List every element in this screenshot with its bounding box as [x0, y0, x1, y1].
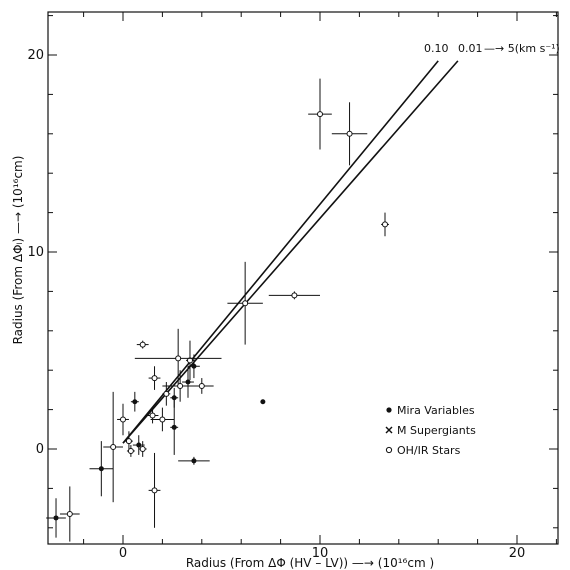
data-point-24 [103, 391, 123, 503]
y-tick-label-10: 10 [27, 245, 44, 260]
data-point-19 [170, 399, 179, 455]
x-tick-label-20: 20 [509, 546, 526, 561]
x-tick-label-10: 10 [312, 546, 329, 561]
point-marker-2 [382, 221, 389, 228]
point-marker-0 [317, 111, 323, 118]
data-point-1 [331, 102, 368, 166]
data-point-13 [162, 382, 171, 406]
point-marker-1 [346, 130, 353, 137]
legend-label-supergiant: M Supergiants [397, 424, 476, 437]
x-axis-label: Radius (From ΔΦ (HV – LV)) —→ (10¹⁶cm ) [186, 556, 434, 570]
data-points [46, 78, 389, 542]
point-marker-8 [191, 363, 197, 369]
line-label-0-10: 0.10 [424, 42, 449, 55]
data-point-23 [126, 445, 135, 457]
point-marker-9 [151, 375, 158, 382]
data-point-17 [117, 403, 129, 436]
point-marker-18 [159, 416, 166, 423]
point-marker-24 [110, 444, 117, 451]
data-point-7 [134, 328, 222, 388]
data-point-6 [186, 340, 194, 381]
point-marker-20 [125, 438, 132, 445]
data-point-18 [150, 407, 175, 432]
data-point-29 [46, 498, 66, 538]
y-tick-label-20: 20 [27, 48, 44, 63]
point-marker-23 [127, 447, 134, 454]
point-marker-22 [139, 446, 146, 452]
data-point-20 [124, 431, 133, 451]
data-point-26 [178, 456, 210, 465]
point-marker-11 [198, 382, 205, 389]
point-marker-14 [171, 395, 177, 401]
data-point-25 [89, 441, 114, 497]
point-marker-29 [53, 515, 59, 521]
point-marker-21 [136, 442, 142, 448]
data-point-30 [260, 399, 266, 405]
data-point-12 [162, 370, 198, 402]
point-marker-17 [120, 416, 126, 423]
data-point-5 [136, 340, 149, 349]
point-marker-16 [149, 412, 156, 419]
legend-marker-mira [386, 407, 392, 413]
point-marker-27 [151, 487, 158, 494]
model-lines [122, 60, 459, 444]
data-point-22 [138, 441, 147, 457]
legend-marker-ohir [385, 446, 393, 454]
y-tick-label-0: 0 [36, 442, 44, 457]
data-point-16 [146, 407, 159, 424]
data-point-15 [130, 391, 139, 412]
data-point-28 [59, 486, 80, 542]
point-marker-19 [171, 424, 177, 430]
data-point-27 [148, 452, 161, 528]
data-point-9 [148, 366, 161, 390]
point-marker-13 [163, 390, 170, 397]
point-marker-26 [191, 458, 197, 464]
point-marker-25 [98, 466, 104, 472]
line-velocity-annotation: —→ 5(km s⁻¹) [484, 42, 560, 55]
point-marker-10 [185, 379, 191, 385]
axis-ticks [48, 12, 558, 544]
point-marker-30 [260, 399, 266, 405]
point-marker-12 [177, 382, 184, 389]
point-marker-7 [175, 355, 182, 362]
x-tick-label-0: 0 [119, 546, 127, 561]
point-marker-3 [291, 292, 298, 299]
legend-label-mira: Mira Variables [397, 404, 475, 417]
data-point-8 [188, 354, 200, 379]
plot-frame [47, 11, 559, 545]
data-point-11 [189, 378, 214, 394]
data-point-10 [182, 366, 194, 398]
model-line-1 [122, 60, 459, 444]
data-point-3 [268, 291, 320, 300]
data-point-0 [308, 78, 332, 150]
y-axis-label: Radius (From ΔΦₗ) —→ (10¹⁶cm) [11, 156, 25, 345]
line-label-0-01: 0.01 [458, 42, 483, 55]
point-marker-28 [66, 511, 73, 518]
legend-label-ohir: OH/IR Stars [397, 444, 461, 457]
data-point-2 [381, 212, 389, 237]
point-marker-5 [139, 341, 146, 348]
model-line-0 [122, 60, 439, 444]
point-marker-15 [132, 399, 138, 405]
data-point-4 [227, 261, 263, 345]
point-marker-4 [242, 300, 249, 307]
point-marker-6 [186, 357, 193, 364]
legend-marker-supergiant [385, 426, 393, 434]
legend: Mira Variables M Supergiants OH/IR Stars [385, 404, 476, 457]
